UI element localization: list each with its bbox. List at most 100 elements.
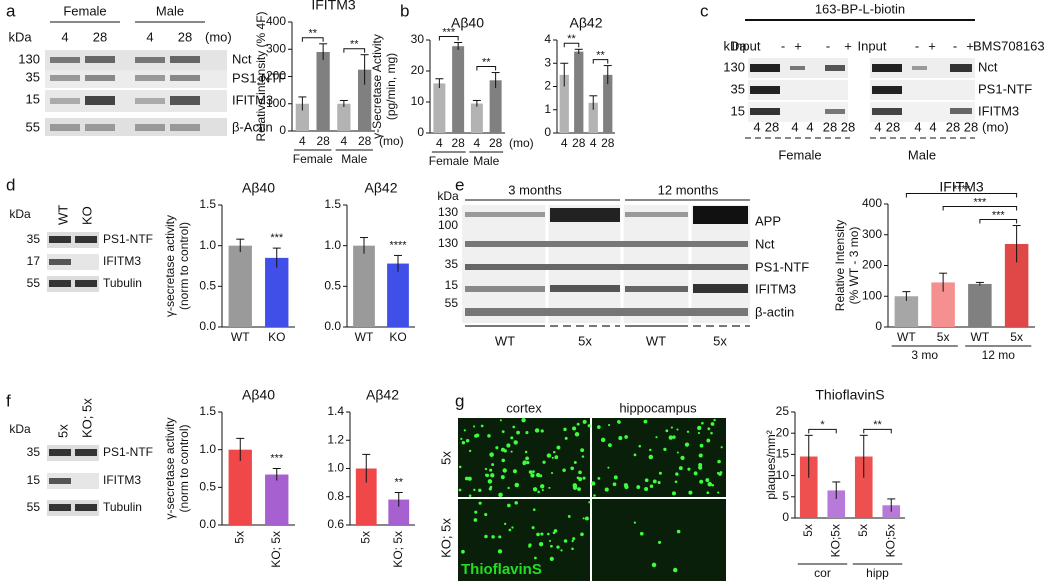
bar (559, 74, 569, 133)
blot-c (745, 19, 975, 139)
plaque-dot (618, 436, 623, 441)
y-tick-label: 0.5 (324, 279, 341, 293)
lane-label: WT (55, 205, 70, 225)
plaque-dot (576, 422, 580, 426)
lane-treatment: + (844, 38, 852, 53)
x-tick-label: 5x (937, 330, 950, 344)
plaque-dot (484, 534, 488, 539)
lane-label: 4 (914, 119, 921, 134)
panel-letter: c (700, 1, 709, 20)
significance-bracket (979, 219, 1018, 224)
lane-label: 28 (964, 119, 978, 134)
band-label: IFITM3 (232, 92, 273, 107)
plaque-dot (489, 452, 494, 457)
plaque-dot (676, 451, 679, 454)
x-tick-label: KO (268, 330, 285, 344)
plaque-dot (468, 449, 472, 453)
group-label: Male (156, 3, 184, 18)
plaque-dot (717, 491, 720, 494)
plaque-dot (521, 418, 526, 423)
group-label: 12 mo (982, 348, 1016, 362)
kda-marker: 15 (26, 91, 40, 106)
chart-title: Aβ40 (242, 387, 275, 403)
significance-label: ** (394, 476, 403, 488)
bar (452, 46, 465, 134)
bar (470, 103, 483, 133)
kda-marker: 15 (445, 278, 459, 292)
plaque-dot (500, 475, 505, 480)
chart-title: IFITM3 (939, 179, 984, 195)
chart-title: IFITM3 (311, 0, 356, 13)
y-axis-label: (norm to control) (177, 424, 191, 512)
y-tick-label: 200 (862, 258, 882, 272)
kda-marker: 35 (27, 445, 41, 459)
plaque-dot (668, 435, 673, 440)
plaque-dot (571, 539, 574, 543)
plaque-dot (707, 481, 713, 487)
plaque-dot (710, 431, 713, 435)
bar (1004, 243, 1029, 327)
bar (316, 51, 330, 131)
plaque-dot (554, 455, 559, 460)
plaque-dot (570, 466, 575, 471)
unit-label: (mo) (205, 29, 232, 44)
bar (489, 80, 502, 133)
significance-bracket (476, 66, 497, 71)
band-label: Tubulin (103, 500, 142, 514)
x-tick-label: 5x (358, 531, 372, 544)
plaque-dot (574, 432, 580, 437)
kda-marker: 17 (27, 254, 41, 268)
x-tick-label: 4 (590, 136, 597, 150)
plaque-dot (649, 484, 654, 489)
significance-bracket (942, 206, 1018, 211)
significance-label: *** (973, 196, 987, 208)
y-tick-label: 100 (862, 288, 882, 302)
chart-title: ThioflavinS (815, 387, 884, 403)
bar (265, 474, 289, 525)
group-label: Female (293, 152, 333, 166)
plaque-dot (522, 461, 527, 466)
plaque-dot (501, 458, 506, 463)
lane-label: 28 (946, 119, 960, 134)
plaque-dot (498, 492, 503, 498)
x-tick-label: KO; 5x (391, 531, 405, 568)
plaque-dot (534, 428, 540, 433)
plaque-dot (503, 449, 507, 453)
plaque-dot (550, 544, 553, 548)
plaque-dot (553, 529, 558, 533)
plaque-dot (688, 490, 693, 495)
plaque-dot (593, 494, 596, 497)
plaque-dot (617, 420, 621, 424)
plaque-dot (710, 422, 715, 426)
plaque-dot (567, 515, 571, 518)
plaque-dot (573, 461, 577, 464)
plaque-dot (498, 535, 502, 539)
plaque-dot (638, 444, 642, 448)
band-label: APP (755, 213, 781, 228)
bar (827, 490, 846, 518)
plaque-dot (636, 485, 641, 490)
plaque-dot (461, 549, 465, 554)
plaque-dot (458, 465, 462, 469)
y-tick-label: 0.0 (199, 319, 216, 333)
bar (228, 449, 252, 525)
significance-label: *** (992, 209, 1006, 221)
plaque-dot (540, 532, 544, 536)
group-label: cor (814, 566, 831, 580)
plaque-dot (463, 429, 466, 432)
kda-marker: 130 (18, 51, 40, 66)
plaque-dot (560, 549, 563, 552)
plaque-dot (697, 431, 701, 435)
plaque-dot (644, 478, 649, 483)
plaque-dot (480, 424, 484, 428)
plaque-dot (491, 463, 495, 467)
x-tick-label: 5x (232, 531, 246, 544)
y-tick-label: 1.5 (199, 404, 216, 418)
lane-label: 4 (753, 119, 760, 134)
bar (574, 51, 584, 133)
y-tick-label: 25 (776, 404, 790, 418)
plaque-dot (665, 429, 669, 433)
plaque-dot (698, 453, 703, 458)
plaque-dot (582, 517, 585, 520)
significance-label: ** (873, 419, 882, 431)
